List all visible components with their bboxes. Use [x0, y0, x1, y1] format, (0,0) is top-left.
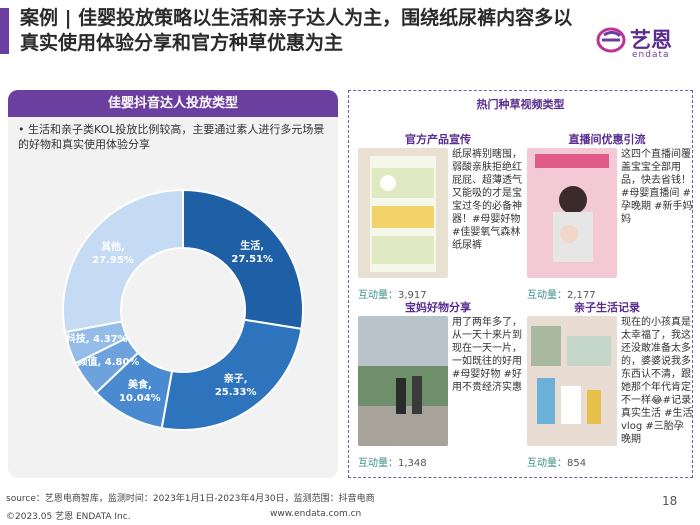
video-thumbnail-image	[527, 316, 617, 446]
metric-value: 854	[567, 458, 587, 469]
metric-label: 互动量：	[527, 290, 567, 301]
endata-logo-icon	[596, 27, 626, 53]
metric-value: 1,348	[398, 458, 427, 469]
kol-donut-chart: 生活, 27.51% 亲子, 25.33% 美食, 10.04% 颜值, 4.80% 科技, …	[62, 188, 304, 431]
slice-category-label: 美食,	[128, 378, 152, 391]
metric-label: 互动量：	[358, 458, 398, 469]
video-card-title: 亲子生活记录	[574, 301, 640, 314]
slice-category-label: 科技, 4.37%	[66, 332, 128, 345]
video-card-metric: 互动量：1,348	[358, 454, 427, 469]
video-thumbnail-image	[527, 148, 617, 278]
video-card-title: 宝妈好物分享	[405, 301, 471, 314]
metric-label: 互动量：	[358, 290, 398, 301]
donut-slice	[182, 188, 304, 330]
video-card-official[interactable]: 官方产品宣传 纸尿裤别瞎囤，弱酸亲肤拒绝红屁屁、超薄透气又能吸的才是宝宝过冬的必…	[352, 131, 524, 316]
copyright-text: ©2023.05 艺恩 ENDATA Inc.	[6, 512, 131, 522]
video-card-mom-share[interactable]: 宝妈好物分享 用了两年多了，从一天十来片到现在一天一片，一如既往的好用#母婴好物…	[352, 299, 524, 484]
slice-value-label: 25.33%	[215, 387, 257, 398]
endata-logo: 艺恩 endata	[596, 24, 696, 64]
metric-value: 2,177	[567, 290, 596, 301]
source-note: source：艺恩电商智库，监测时间：2023年1月1日-2023年4月30日，…	[6, 494, 375, 504]
kol-panel-header: 佳婴抖音达人投放类型	[8, 90, 338, 117]
kol-bullet-content: 生活和亲子类KOL投放比例较高，主要通过素人进行多元场景的好物和真实使用体验分享	[18, 123, 325, 151]
logo-en-text: endata	[632, 50, 670, 60]
video-card-livestream[interactable]: 直播间优惠引流 这四个直播间覆盖宝宝全部用品，快去省钱！#母婴直播间 #孕晚期 …	[521, 131, 693, 316]
kol-bullet-text: • 生活和亲子类KOL投放比例较高，主要通过素人进行多元场景的好物和真实使用体验分…	[18, 123, 325, 151]
metric-value: 3,917	[398, 290, 427, 301]
metric-label: 互动量：	[527, 458, 567, 469]
video-card-caption: 用了两年多了，从一天十来片到现在一天一片，一如既往的好用#母婴好物 #好用不贵经…	[452, 317, 522, 393]
slice-category-label: 生活,	[240, 239, 264, 252]
video-card-caption: 现在的小孩真是太幸福了，我这还没敢准备太多的，婆婆说我多东西认不清，跟她那个年代…	[621, 317, 693, 445]
donut-slice	[62, 188, 184, 334]
slice-value-label: 27.51%	[231, 254, 273, 265]
video-thumbnail-image	[358, 316, 448, 446]
slice-value-label: 10.04%	[119, 393, 161, 404]
website-url[interactable]: www.endata.com.cn	[270, 509, 362, 519]
slice-category-label: 亲子,	[224, 372, 248, 385]
video-card-title: 直播间优惠引流	[568, 133, 646, 146]
video-card-caption: 纸尿裤别瞎囤，弱酸亲肤拒绝红屁屁、超薄透气又能吸的才是宝宝过冬的必备神器！#母婴…	[452, 149, 522, 251]
title-accent-bar	[0, 8, 9, 54]
video-card-caption: 这四个直播间覆盖宝宝全部用品，快去省钱！#母婴直播间 #孕晚期 #新手妈妈	[621, 149, 693, 225]
logo-cn-text: 艺恩	[630, 28, 672, 52]
page-number: 18	[662, 494, 678, 508]
slice-category-label: 其他,	[101, 240, 125, 253]
hot-video-panel: 热门种草视频类型 官方产品宣传 纸尿裤别瞎囤，弱酸亲肤拒绝红屁屁、超薄透气又能吸…	[348, 90, 693, 478]
video-card-title: 官方产品宣传	[405, 133, 471, 146]
donut-slice	[160, 318, 303, 431]
hot-video-header: 热门种草视频类型	[476, 98, 565, 111]
video-card-metric: 互动量：2,177	[527, 286, 596, 301]
slice-value-label: 27.95%	[92, 255, 134, 266]
video-card-family-life[interactable]: 亲子生活记录 现在的小孩真是太幸福了，我这还没敢准备太多的，婆婆说我多东西认不清…	[521, 299, 693, 484]
video-card-metric: 互动量：854	[527, 454, 586, 469]
kol-type-panel: 佳婴抖音达人投放类型 • 生活和亲子类KOL投放比例较高，主要通过素人进行多元场景…	[8, 90, 338, 478]
video-card-metric: 互动量：3,917	[358, 286, 427, 301]
slice-category-label: 颜值, 4.80%	[77, 355, 139, 368]
video-thumbnail-image	[358, 148, 448, 278]
page-title: 案例 | 佳婴投放策略以生活和亲子达人为主，围绕纸尿裤内容多以真实使用体验分享和…	[20, 7, 573, 54]
